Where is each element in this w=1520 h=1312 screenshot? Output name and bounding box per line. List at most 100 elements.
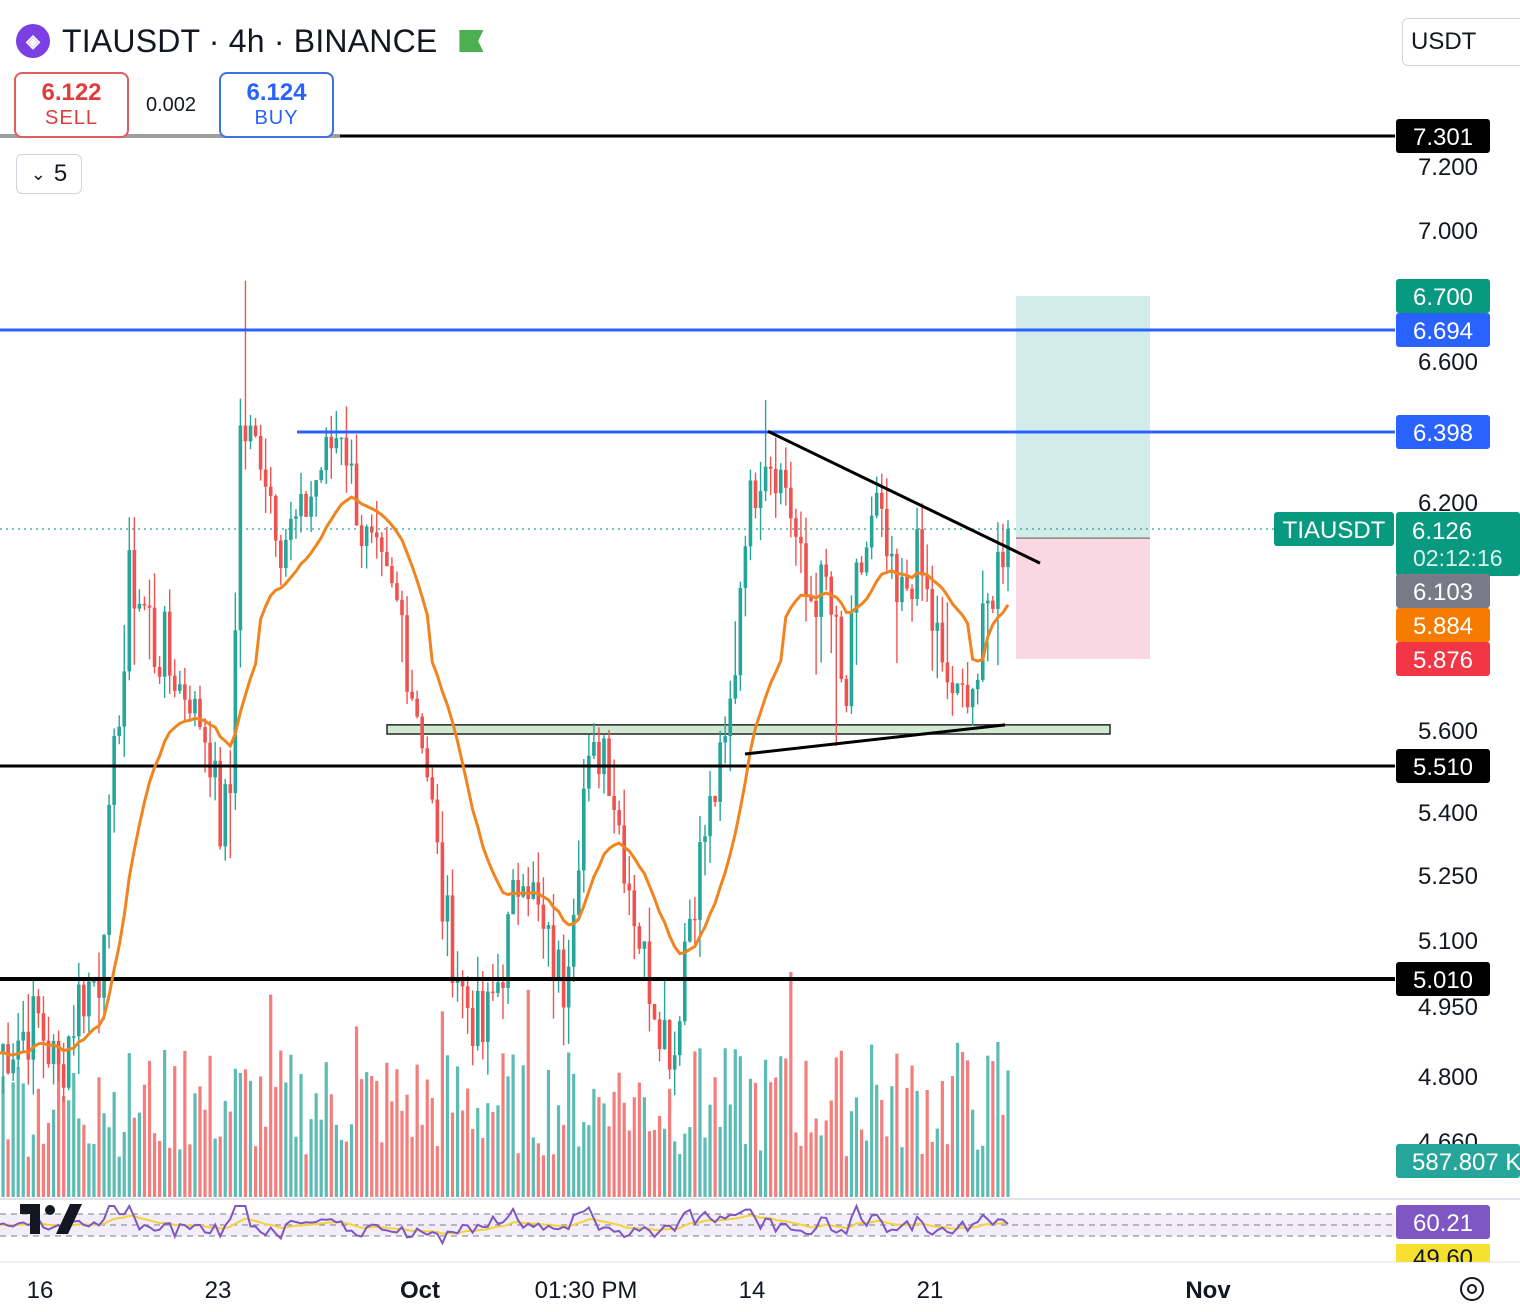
candle-body xyxy=(97,981,101,998)
volume-bar xyxy=(738,1056,742,1197)
volume-bar xyxy=(264,1126,268,1197)
volume-bar xyxy=(309,1119,313,1197)
candle-body xyxy=(470,1008,475,1046)
candle-body xyxy=(582,788,586,871)
volume-bar xyxy=(137,1112,141,1197)
volume-bar xyxy=(168,1147,172,1197)
volume-bar xyxy=(612,1091,616,1197)
y-axis-tick: 7.200 xyxy=(1418,154,1478,181)
volume-bar xyxy=(981,1145,985,1197)
candle-body xyxy=(137,603,142,609)
candle-body xyxy=(622,825,626,884)
price-label-target: 6.700 xyxy=(1413,284,1473,311)
rsi-ma-tag-bg xyxy=(1396,1244,1490,1262)
candle-body xyxy=(127,550,132,672)
volume-bar xyxy=(435,1146,439,1197)
candle-body xyxy=(849,612,854,706)
candle-body xyxy=(799,536,803,544)
volume-bar xyxy=(632,1097,636,1197)
volume-bar xyxy=(955,1042,960,1197)
volume-bar xyxy=(349,1124,354,1197)
position-stop-zone xyxy=(1016,538,1150,659)
y-axis-tick: 5.600 xyxy=(1418,718,1478,745)
candle-body xyxy=(612,795,616,811)
currency-select[interactable]: USDT xyxy=(1402,18,1520,66)
volume-bar xyxy=(491,1111,495,1197)
candle-body xyxy=(844,678,849,706)
candle-body xyxy=(354,463,359,526)
volume-bar xyxy=(471,1129,475,1197)
volume-bar xyxy=(344,1141,349,1197)
volume-bar xyxy=(582,1122,586,1197)
volume-bar xyxy=(97,1077,101,1197)
last-price-value: 6.126 xyxy=(1412,518,1472,545)
settings-gear-icon[interactable] xyxy=(1460,1277,1484,1301)
sell-button[interactable]: 6.122 SELL xyxy=(14,72,129,138)
volume-bar xyxy=(577,1146,581,1197)
volume-bar xyxy=(486,1103,490,1197)
candle-body xyxy=(258,435,263,470)
indicators-toggle-button[interactable]: ⌄ 5 xyxy=(16,154,82,194)
candle-body xyxy=(26,1031,31,1060)
volume-bar xyxy=(834,1057,838,1197)
volume-bar xyxy=(779,1056,783,1197)
candle-body xyxy=(324,436,329,471)
candle-body xyxy=(344,437,349,466)
candle-body xyxy=(11,1059,15,1074)
price-label-entry-bg xyxy=(1396,574,1490,608)
symbol-header: ◈ TIAUSDT · 4h · BINANCE xyxy=(16,18,484,64)
candle-body xyxy=(445,895,450,922)
candle-body xyxy=(789,487,793,519)
candle-body xyxy=(16,1040,20,1060)
candle-body xyxy=(319,470,323,481)
volume-bar xyxy=(1006,1070,1010,1197)
volume-bar xyxy=(556,1105,561,1197)
volume-bar xyxy=(688,1127,692,1197)
symbol-tag: TIAUSDT xyxy=(1283,517,1386,544)
candle-body xyxy=(703,836,707,843)
candle-body xyxy=(314,480,318,497)
candle-body xyxy=(970,689,975,708)
volume-bar xyxy=(703,1137,707,1197)
volume-bar xyxy=(410,1136,414,1197)
candle-body xyxy=(551,925,556,981)
volume-bar xyxy=(683,1133,687,1197)
candle-body xyxy=(773,468,778,494)
candle-body xyxy=(273,495,278,541)
candle-body xyxy=(900,576,904,603)
gear-ring xyxy=(1460,1277,1484,1301)
sell-label: SELL xyxy=(45,107,98,129)
candle-body xyxy=(991,600,995,609)
volume-bar xyxy=(218,1136,222,1197)
volume-bar xyxy=(723,1048,727,1197)
volume-bar xyxy=(652,1129,657,1197)
candle-body xyxy=(233,630,238,794)
volume-bar xyxy=(274,1086,278,1197)
volume-bar xyxy=(496,1105,500,1197)
volume-bar xyxy=(663,1128,667,1197)
candle-body xyxy=(71,1036,76,1038)
candle-body xyxy=(602,738,606,775)
candle-body xyxy=(617,810,621,826)
volume-bar xyxy=(622,1102,626,1197)
volume-bar xyxy=(390,1101,394,1197)
volume-bar xyxy=(789,972,793,1197)
volume-bar xyxy=(248,1080,253,1197)
volume-bar xyxy=(531,1137,535,1197)
volume-bar xyxy=(849,1111,854,1197)
candle-body xyxy=(819,564,823,617)
candle-body xyxy=(440,842,445,922)
buy-button[interactable]: 6.124 BUY xyxy=(219,72,334,138)
candle-body xyxy=(672,1055,677,1070)
volume-bar xyxy=(294,1136,298,1197)
volume-bar xyxy=(223,1100,227,1197)
candle-body xyxy=(642,941,647,949)
symbol-title[interactable]: TIAUSDT · 4h · BINANCE xyxy=(62,22,438,59)
volume-bar xyxy=(430,1098,434,1197)
volume-bar xyxy=(668,1088,672,1197)
volume-bar xyxy=(733,1049,737,1197)
candle-body xyxy=(501,982,505,988)
volume-bar xyxy=(365,1072,369,1197)
volume-bar xyxy=(82,1124,86,1197)
